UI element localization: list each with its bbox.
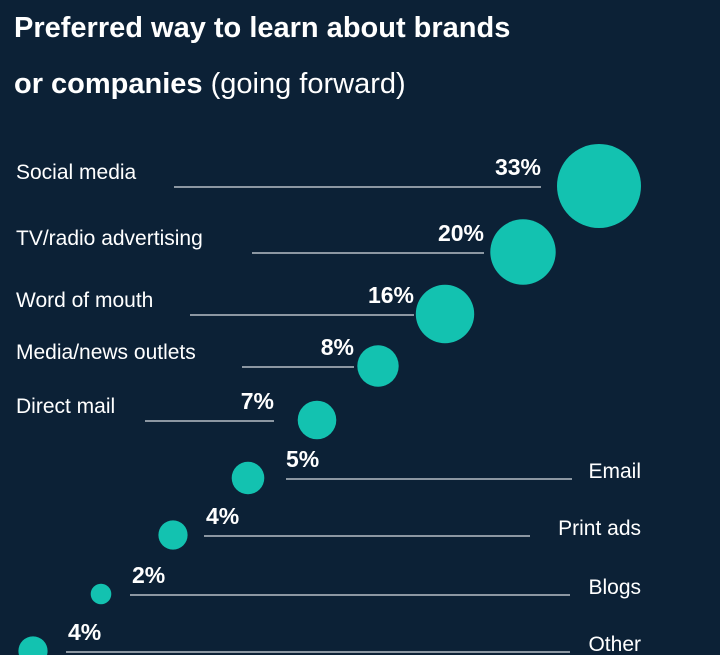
category-label: Blogs xyxy=(588,576,641,599)
value-label: 33% xyxy=(495,154,541,180)
data-bubble xyxy=(90,583,112,605)
data-bubble xyxy=(557,144,641,228)
chart-title: Preferred way to learn about brands or co… xyxy=(14,0,714,112)
data-bubble xyxy=(18,636,48,655)
value-label: 16% xyxy=(368,282,414,308)
data-bubble xyxy=(158,520,188,550)
category-label: Media/news outlets xyxy=(16,341,196,364)
title-subtitle: (going forward) xyxy=(210,68,406,100)
category-label: Print ads xyxy=(558,517,641,540)
value-label: 8% xyxy=(321,334,354,360)
category-label: Other xyxy=(588,633,641,655)
title-line-1: Preferred way to learn about brands xyxy=(14,12,511,44)
data-bubble xyxy=(297,400,337,440)
value-label: 7% xyxy=(241,388,274,414)
value-label: 20% xyxy=(438,220,484,246)
category-label: TV/radio advertising xyxy=(16,227,203,250)
data-bubble xyxy=(490,219,556,285)
data-bubble xyxy=(357,345,399,387)
category-label: Email xyxy=(588,460,641,483)
value-label: 4% xyxy=(206,503,239,529)
title-line-2: or companies xyxy=(14,68,203,100)
value-label: 4% xyxy=(68,619,101,645)
value-label: 2% xyxy=(132,562,165,588)
data-bubble xyxy=(231,461,265,495)
category-label: Word of mouth xyxy=(16,289,153,312)
value-label: 5% xyxy=(286,446,319,472)
category-label: Direct mail xyxy=(16,395,115,418)
data-bubble xyxy=(415,284,475,344)
category-label: Social media xyxy=(16,161,137,184)
